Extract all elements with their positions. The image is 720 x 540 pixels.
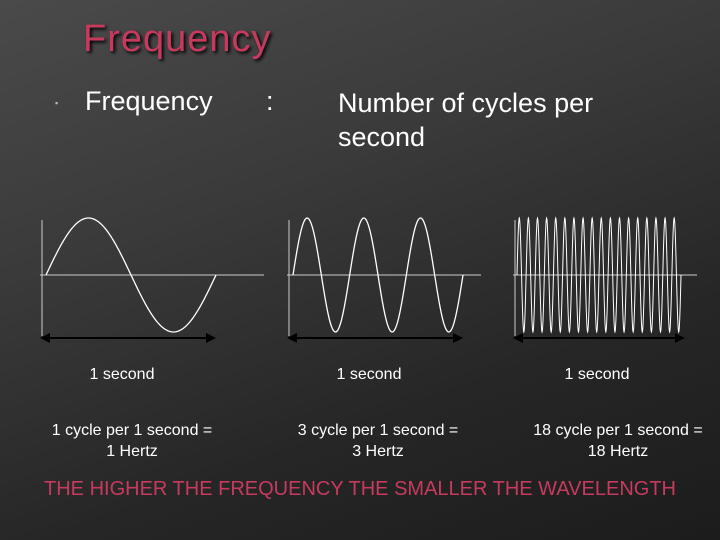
wave-curve xyxy=(292,217,464,333)
sine-wave-1hz xyxy=(40,217,264,343)
duration-label-1: 1 second xyxy=(89,366,155,383)
arrow-left-head xyxy=(287,333,297,343)
sine-wave-3hz xyxy=(287,217,481,343)
result-text-3: 18 cycle per 1 second = 18 Hertz xyxy=(508,420,720,462)
duration-label-3: 1 second xyxy=(564,366,630,383)
result-line-1: 1 cycle per 1 second = xyxy=(51,422,213,439)
slide-title: Frequency xyxy=(83,18,272,60)
wave-panel-1 xyxy=(40,210,266,350)
arrow-right-head xyxy=(206,333,216,343)
result-text-1: 1 cycle per 1 second = 1 Hertz xyxy=(22,420,242,462)
result-line-2: 3 Hertz xyxy=(352,443,404,460)
arrow-right-head xyxy=(453,333,463,343)
wave-curve xyxy=(45,217,217,333)
wave-panel-2 xyxy=(287,210,483,350)
arrow-left-head xyxy=(40,333,50,343)
conclusion-text: THE HIGHER THE FREQUENCY THE SMALLER THE… xyxy=(44,478,676,500)
arrow-left-head xyxy=(513,333,523,343)
arrow-right-head xyxy=(675,333,685,343)
bullet-icon: ▪ xyxy=(55,98,59,108)
result-line-2: 18 Hertz xyxy=(587,443,649,460)
result-text-2: 3 cycle per 1 second = 3 Hertz xyxy=(268,420,488,462)
definition-text: Number of cycles per second xyxy=(338,88,594,152)
wave-curve xyxy=(516,216,682,334)
result-line-2: 1 Hertz xyxy=(106,443,158,460)
duration-label-2: 1 second xyxy=(336,366,402,383)
definition-colon: : xyxy=(266,86,274,116)
sine-wave-18hz xyxy=(513,216,697,343)
result-line-1: 18 cycle per 1 second = xyxy=(533,422,703,439)
wave-panel-3 xyxy=(513,210,699,350)
result-line-1: 3 cycle per 1 second = xyxy=(297,422,459,439)
definition-term: Frequency xyxy=(85,86,213,116)
